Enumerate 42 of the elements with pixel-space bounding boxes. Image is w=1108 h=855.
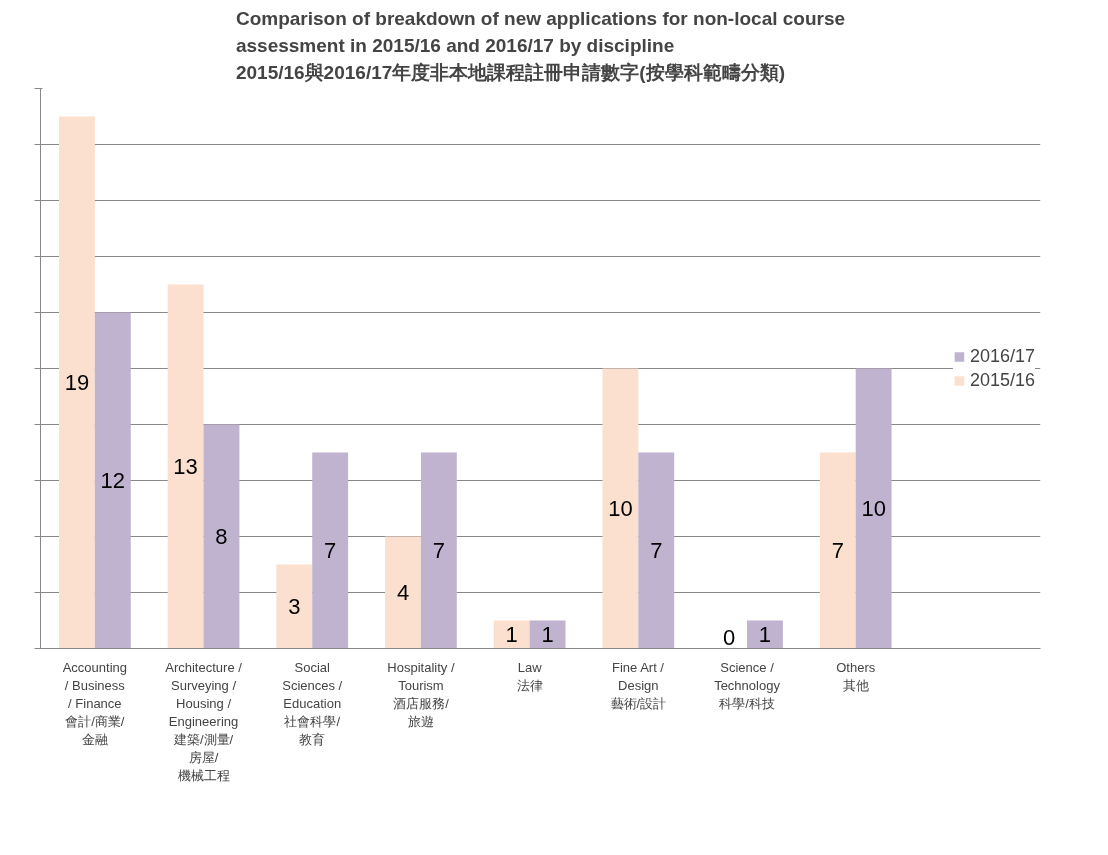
bar bbox=[276, 564, 313, 649]
bar bbox=[420, 452, 457, 649]
data-label: 0 bbox=[722, 624, 736, 650]
x-tick-label: Hospitality / Tourism 酒店服務/ 旅遊 bbox=[387, 659, 455, 729]
bar bbox=[94, 312, 131, 649]
bar bbox=[602, 368, 639, 649]
bar bbox=[385, 536, 421, 649]
data-label: 10 bbox=[608, 496, 633, 521]
data-label: 8 bbox=[215, 524, 228, 549]
x-tick-label: Others 其他 bbox=[836, 659, 876, 693]
bar bbox=[58, 116, 95, 649]
bar bbox=[493, 620, 530, 649]
data-label: 10 bbox=[861, 496, 886, 521]
bar bbox=[529, 620, 566, 649]
x-tick-label: Science / Technology 科學/科技 bbox=[714, 659, 781, 711]
data-label: 7 bbox=[432, 538, 445, 563]
data-label: 12 bbox=[100, 468, 126, 493]
data-label: 4 bbox=[396, 580, 410, 605]
data-label: 7 bbox=[831, 538, 844, 563]
legend-label: 2015/16 bbox=[969, 369, 1035, 391]
chart-title: Comparison of breakdown of new applications for non-local course assessment in 2015/16 and 2016/17 by discipline 2015/16與2016/17年度非本地課程註冊申請數字(按學科範疇分類) bbox=[235, 7, 846, 84]
bar bbox=[312, 452, 349, 649]
data-label: 1 bbox=[541, 622, 554, 647]
x-tick-label: Fine Art / Design 藝術/設計 bbox=[610, 659, 667, 711]
bar bbox=[638, 452, 675, 649]
data-label: 7 bbox=[650, 538, 663, 563]
x-tick-label: Social Sciences / Education 社會科學/ 教育 bbox=[282, 659, 343, 747]
bar bbox=[855, 368, 892, 649]
data-label: 19 bbox=[64, 370, 90, 395]
data-label: 1 bbox=[758, 622, 772, 647]
bar bbox=[819, 452, 856, 649]
x-tick-label: Architecture / Surveying / Housing / Engineering 建築/測量/ 房屋/ 機械工程 bbox=[165, 659, 243, 783]
bar bbox=[747, 620, 783, 649]
x-tick-label: Law 法律 bbox=[516, 659, 543, 693]
legend-label: 2016/17 bbox=[969, 345, 1035, 367]
data-label: 7 bbox=[324, 538, 337, 563]
data-label: 3 bbox=[288, 594, 301, 619]
bar bbox=[203, 424, 240, 649]
data-label: 1 bbox=[505, 622, 518, 647]
bar bbox=[167, 284, 204, 649]
x-tick-label: Accounting / Business / Finance 會計/商業/ 金融 bbox=[62, 659, 128, 747]
data-label: 13 bbox=[173, 454, 198, 479]
